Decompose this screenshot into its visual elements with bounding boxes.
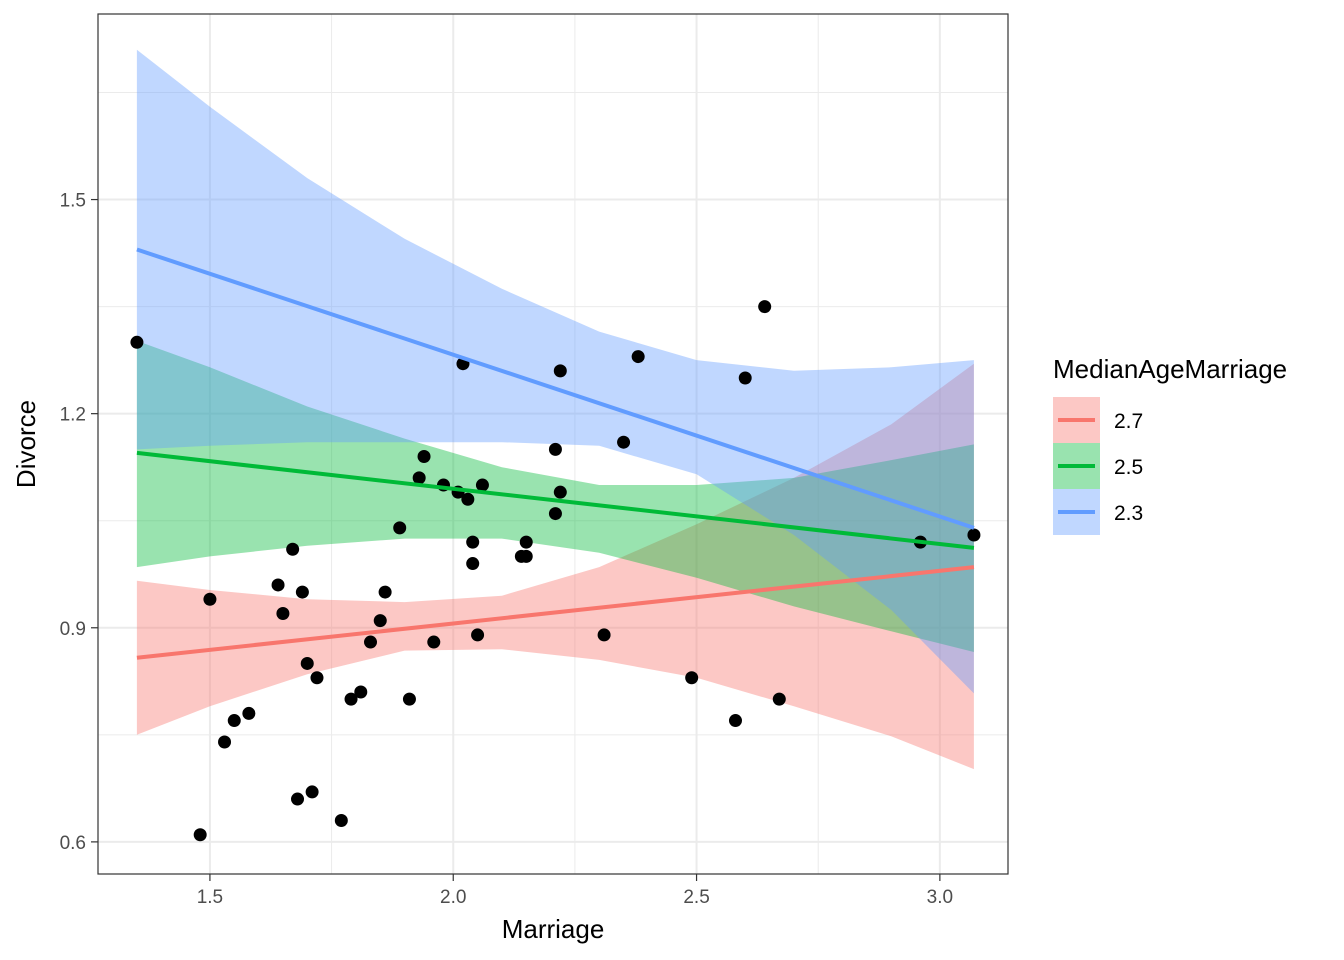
data-point [276,607,290,621]
legend-label-2.7: 2.7 [1114,410,1143,433]
confidence-band-2.7 [136,363,974,770]
data-point [334,813,348,827]
legend-label-2.5: 2.5 [1114,456,1143,479]
data-point [728,714,742,728]
data-point [295,585,309,599]
data-point [203,592,217,606]
x-axis-title: Marriage [502,914,605,944]
fit-line-2.3 [136,247,975,530]
data-point [553,364,567,378]
data-point [373,614,387,628]
plot-border [97,13,1009,875]
data-point [412,471,426,485]
data-point [461,492,475,506]
data-point [758,300,772,314]
legend-label-2.3: 2.3 [1114,502,1143,525]
x-tick-label: 2.5 [683,887,709,908]
data-point [548,442,562,456]
data-point [427,635,441,649]
data-point [519,535,533,549]
fit-line-2.5 [136,450,975,550]
grid-major [98,14,1008,874]
y-tick-label: 0.9 [60,619,86,640]
data-point [738,371,752,385]
data-point [291,792,305,806]
data-point [393,521,407,535]
data-point [685,671,699,685]
data-point [553,485,567,499]
data-point [466,535,480,549]
data-point [378,585,392,599]
data-point [402,692,416,706]
data-point [227,714,241,728]
fit-line-2.7 [136,565,975,660]
data-point [466,557,480,571]
legend: MedianAgeMarriage 2.7 2.5 2.3 [1053,354,1287,535]
y-tick-label: 1.5 [60,191,86,212]
fit-lines [136,247,975,660]
data-point [631,350,645,364]
data-point [475,478,489,492]
data-point [364,635,378,649]
data-point [354,685,368,699]
x-tick-label: 2.0 [440,887,466,908]
y-axis-title: Divorce [11,400,41,488]
data-point [471,628,485,642]
data-point [967,528,981,542]
data-point [617,435,631,449]
data-point [597,628,611,642]
y-tick-label: 1.2 [60,405,86,426]
x-tick-label: 1.5 [197,887,223,908]
legend-title: MedianAgeMarriage [1053,354,1287,384]
legend-entries: 2.7 2.5 2.3 [1053,397,1143,535]
data-point [305,785,319,799]
data-point [417,449,431,463]
y-axis-ticks: 0.6 0.9 1.2 1.5 [60,191,98,854]
data-point [271,578,285,592]
data-point [193,828,207,842]
data-point [548,507,562,521]
data-point [300,656,314,670]
data-point [218,735,232,749]
x-tick-label: 3.0 [927,887,953,908]
grid-minor [98,14,1008,874]
data-point [519,549,533,563]
data-point [286,542,300,556]
data-point [130,335,144,349]
y-tick-label: 0.6 [60,833,86,854]
data-point [242,706,256,720]
data-point [772,692,786,706]
data-point [310,671,324,685]
data-points [130,300,981,842]
data-point [344,692,358,706]
confidence-band-2.5 [136,340,974,652]
x-axis-ticks: 1.5 2.0 2.5 3.0 [197,874,953,908]
